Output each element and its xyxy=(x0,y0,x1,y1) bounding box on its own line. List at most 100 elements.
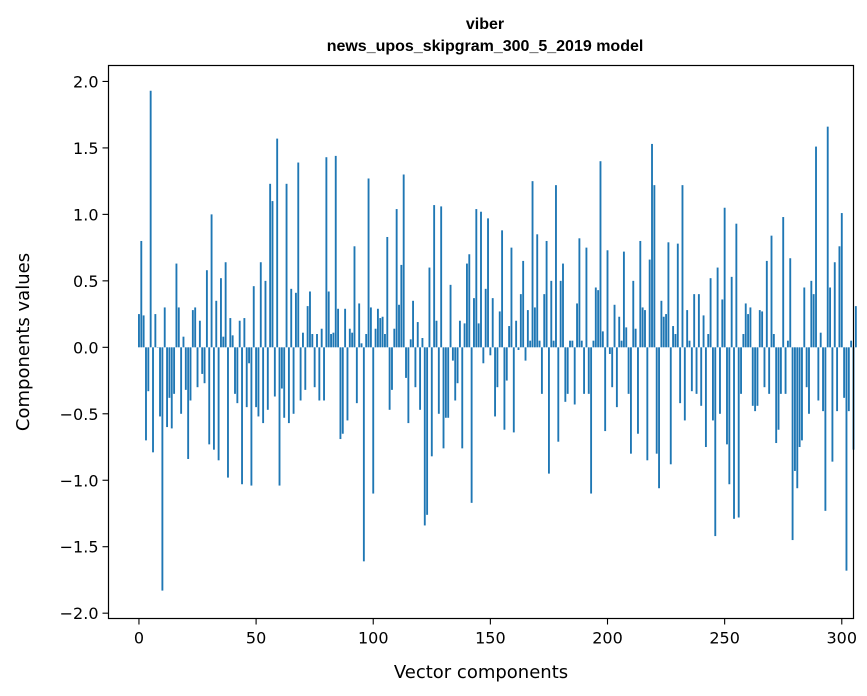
bar-227 xyxy=(669,347,672,465)
bar-56 xyxy=(269,183,272,348)
bar-162 xyxy=(517,347,520,350)
bar-116 xyxy=(409,339,412,348)
bar-123 xyxy=(426,347,429,515)
bar-49 xyxy=(252,286,255,348)
bar-36 xyxy=(222,336,225,348)
bar-126 xyxy=(433,205,436,348)
bar-72 xyxy=(306,306,309,348)
bar-302 xyxy=(845,347,848,571)
bar-201 xyxy=(608,347,611,354)
bar-series xyxy=(138,90,857,591)
bar-196 xyxy=(597,290,600,348)
bar-284 xyxy=(803,287,806,348)
bar-37 xyxy=(224,262,227,348)
bar-213 xyxy=(637,347,639,434)
bar-246 xyxy=(714,347,717,537)
bar-50 xyxy=(255,347,258,408)
bar-127 xyxy=(435,320,438,348)
bar-235 xyxy=(688,340,691,348)
bar-16 xyxy=(175,263,178,348)
bar-134 xyxy=(451,347,454,361)
bar-166 xyxy=(526,310,529,348)
bar-69 xyxy=(299,347,302,401)
bar-108 xyxy=(391,347,393,390)
bar-26 xyxy=(198,320,201,348)
bar-15 xyxy=(173,347,176,394)
bar-147 xyxy=(482,347,485,364)
bar-296 xyxy=(831,347,834,462)
bar-12 xyxy=(166,347,168,428)
bar-194 xyxy=(592,340,595,348)
bar-218 xyxy=(648,259,651,348)
bar-221 xyxy=(655,347,658,454)
bar-282 xyxy=(798,347,801,448)
bar-250 xyxy=(723,207,726,348)
bar-55 xyxy=(266,347,269,410)
bar-41 xyxy=(234,347,236,394)
bar-7 xyxy=(154,314,157,348)
bar-154 xyxy=(498,311,501,348)
bar-251 xyxy=(726,347,728,445)
bar-82 xyxy=(330,334,332,348)
bar-144 xyxy=(475,209,478,348)
x-tick-label: 200 xyxy=(592,629,623,648)
bar-107 xyxy=(388,347,391,410)
bar-13 xyxy=(168,347,171,398)
bar-120 xyxy=(419,347,422,410)
bar-136 xyxy=(456,347,459,384)
bar-163 xyxy=(519,294,522,348)
bar-139 xyxy=(463,323,466,348)
bar-98 xyxy=(367,178,370,348)
bar-178 xyxy=(555,185,557,348)
bar-110 xyxy=(395,209,398,348)
bar-146 xyxy=(480,211,482,348)
bar-247 xyxy=(716,267,719,348)
bar-63 xyxy=(285,183,288,348)
bar-171 xyxy=(538,340,541,348)
bar-1 xyxy=(140,240,143,348)
bar-266 xyxy=(761,311,764,348)
bar-129 xyxy=(440,206,443,348)
bar-124 xyxy=(428,267,431,348)
y-tick-label: 1.0 xyxy=(73,205,98,224)
bar-106 xyxy=(386,236,389,348)
bar-152 xyxy=(494,347,496,417)
bar-291 xyxy=(819,332,822,348)
bar-150 xyxy=(489,347,492,356)
bar-51 xyxy=(257,347,260,417)
bar-114 xyxy=(405,347,407,378)
bar-297 xyxy=(833,262,836,348)
bar-215 xyxy=(641,307,644,348)
bar-279 xyxy=(791,347,794,541)
bar-222 xyxy=(658,347,660,489)
bar-115 xyxy=(407,347,410,424)
bar-99 xyxy=(369,307,372,348)
bar-77 xyxy=(318,347,321,401)
bar-229 xyxy=(674,334,677,348)
bar-182 xyxy=(564,347,567,402)
bar-89 xyxy=(346,347,349,421)
bar-140 xyxy=(466,263,468,348)
bar-183 xyxy=(566,347,569,394)
bar-143 xyxy=(473,298,475,348)
bar-75 xyxy=(313,347,316,388)
bar-31 xyxy=(210,214,213,348)
bar-202 xyxy=(611,347,614,388)
bar-237 xyxy=(693,294,696,348)
bar-205 xyxy=(618,316,621,348)
bar-267 xyxy=(763,347,766,388)
bar-212 xyxy=(634,328,637,348)
bar-220 xyxy=(653,185,656,348)
bar-228 xyxy=(672,326,675,348)
bar-186 xyxy=(573,347,576,405)
x-tick-label: 50 xyxy=(246,629,266,648)
bar-24 xyxy=(194,307,197,348)
bar-78 xyxy=(320,328,323,348)
chart-title: viber xyxy=(466,16,504,33)
bar-265 xyxy=(758,310,761,348)
bar-164 xyxy=(522,260,525,348)
bar-238 xyxy=(695,347,698,394)
bar-283 xyxy=(801,347,803,441)
bar-104 xyxy=(381,316,384,348)
bar-68 xyxy=(297,162,300,348)
